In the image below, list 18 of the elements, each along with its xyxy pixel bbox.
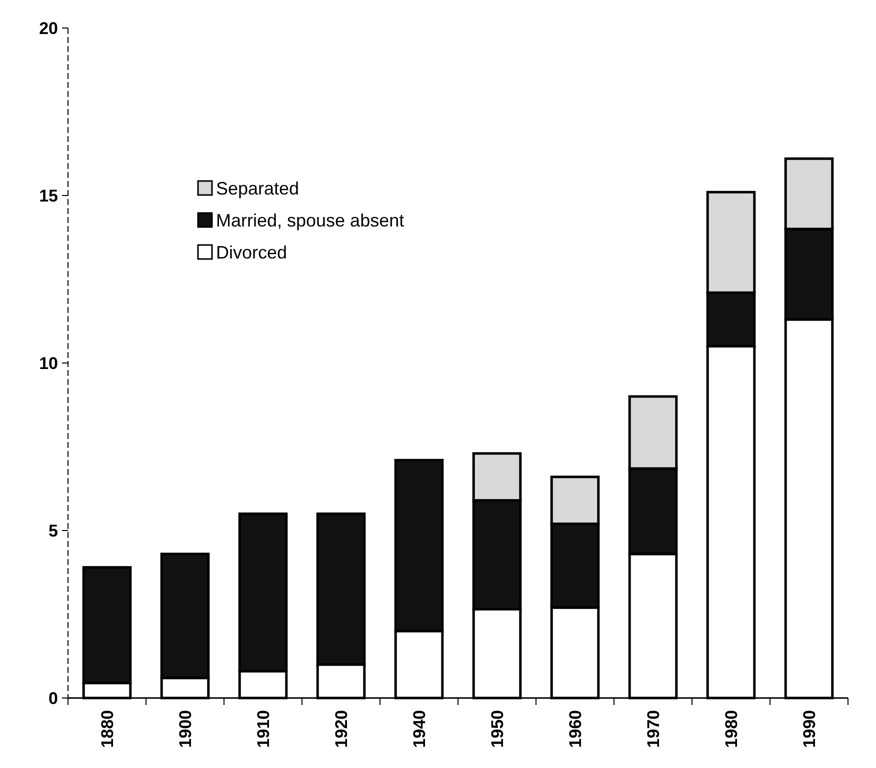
x-tick-label: 1920 [332, 710, 351, 748]
x-tick-label: 1940 [410, 710, 429, 748]
x-tick-label: 1880 [98, 710, 117, 748]
x-tick-label: 1990 [800, 710, 819, 748]
x-tick-label: 1910 [254, 710, 273, 748]
y-tick-label: 0 [48, 688, 58, 708]
legend-label: Separated [216, 178, 300, 198]
legend-label: Divorced [216, 242, 288, 262]
y-tick-label: 20 [39, 18, 58, 38]
x-tick-label: 1970 [644, 710, 663, 748]
legend-label: Married, spouse absent [216, 210, 404, 230]
y-tick-label: 15 [39, 186, 58, 206]
x-tick-label: 1960 [566, 710, 585, 748]
x-tick-label: 1900 [176, 710, 195, 748]
x-tick-label: 1980 [722, 710, 741, 748]
x-tick-label: 1950 [488, 710, 507, 748]
y-tick-label: 10 [39, 354, 58, 373]
y-tick-label: 5 [48, 521, 58, 540]
